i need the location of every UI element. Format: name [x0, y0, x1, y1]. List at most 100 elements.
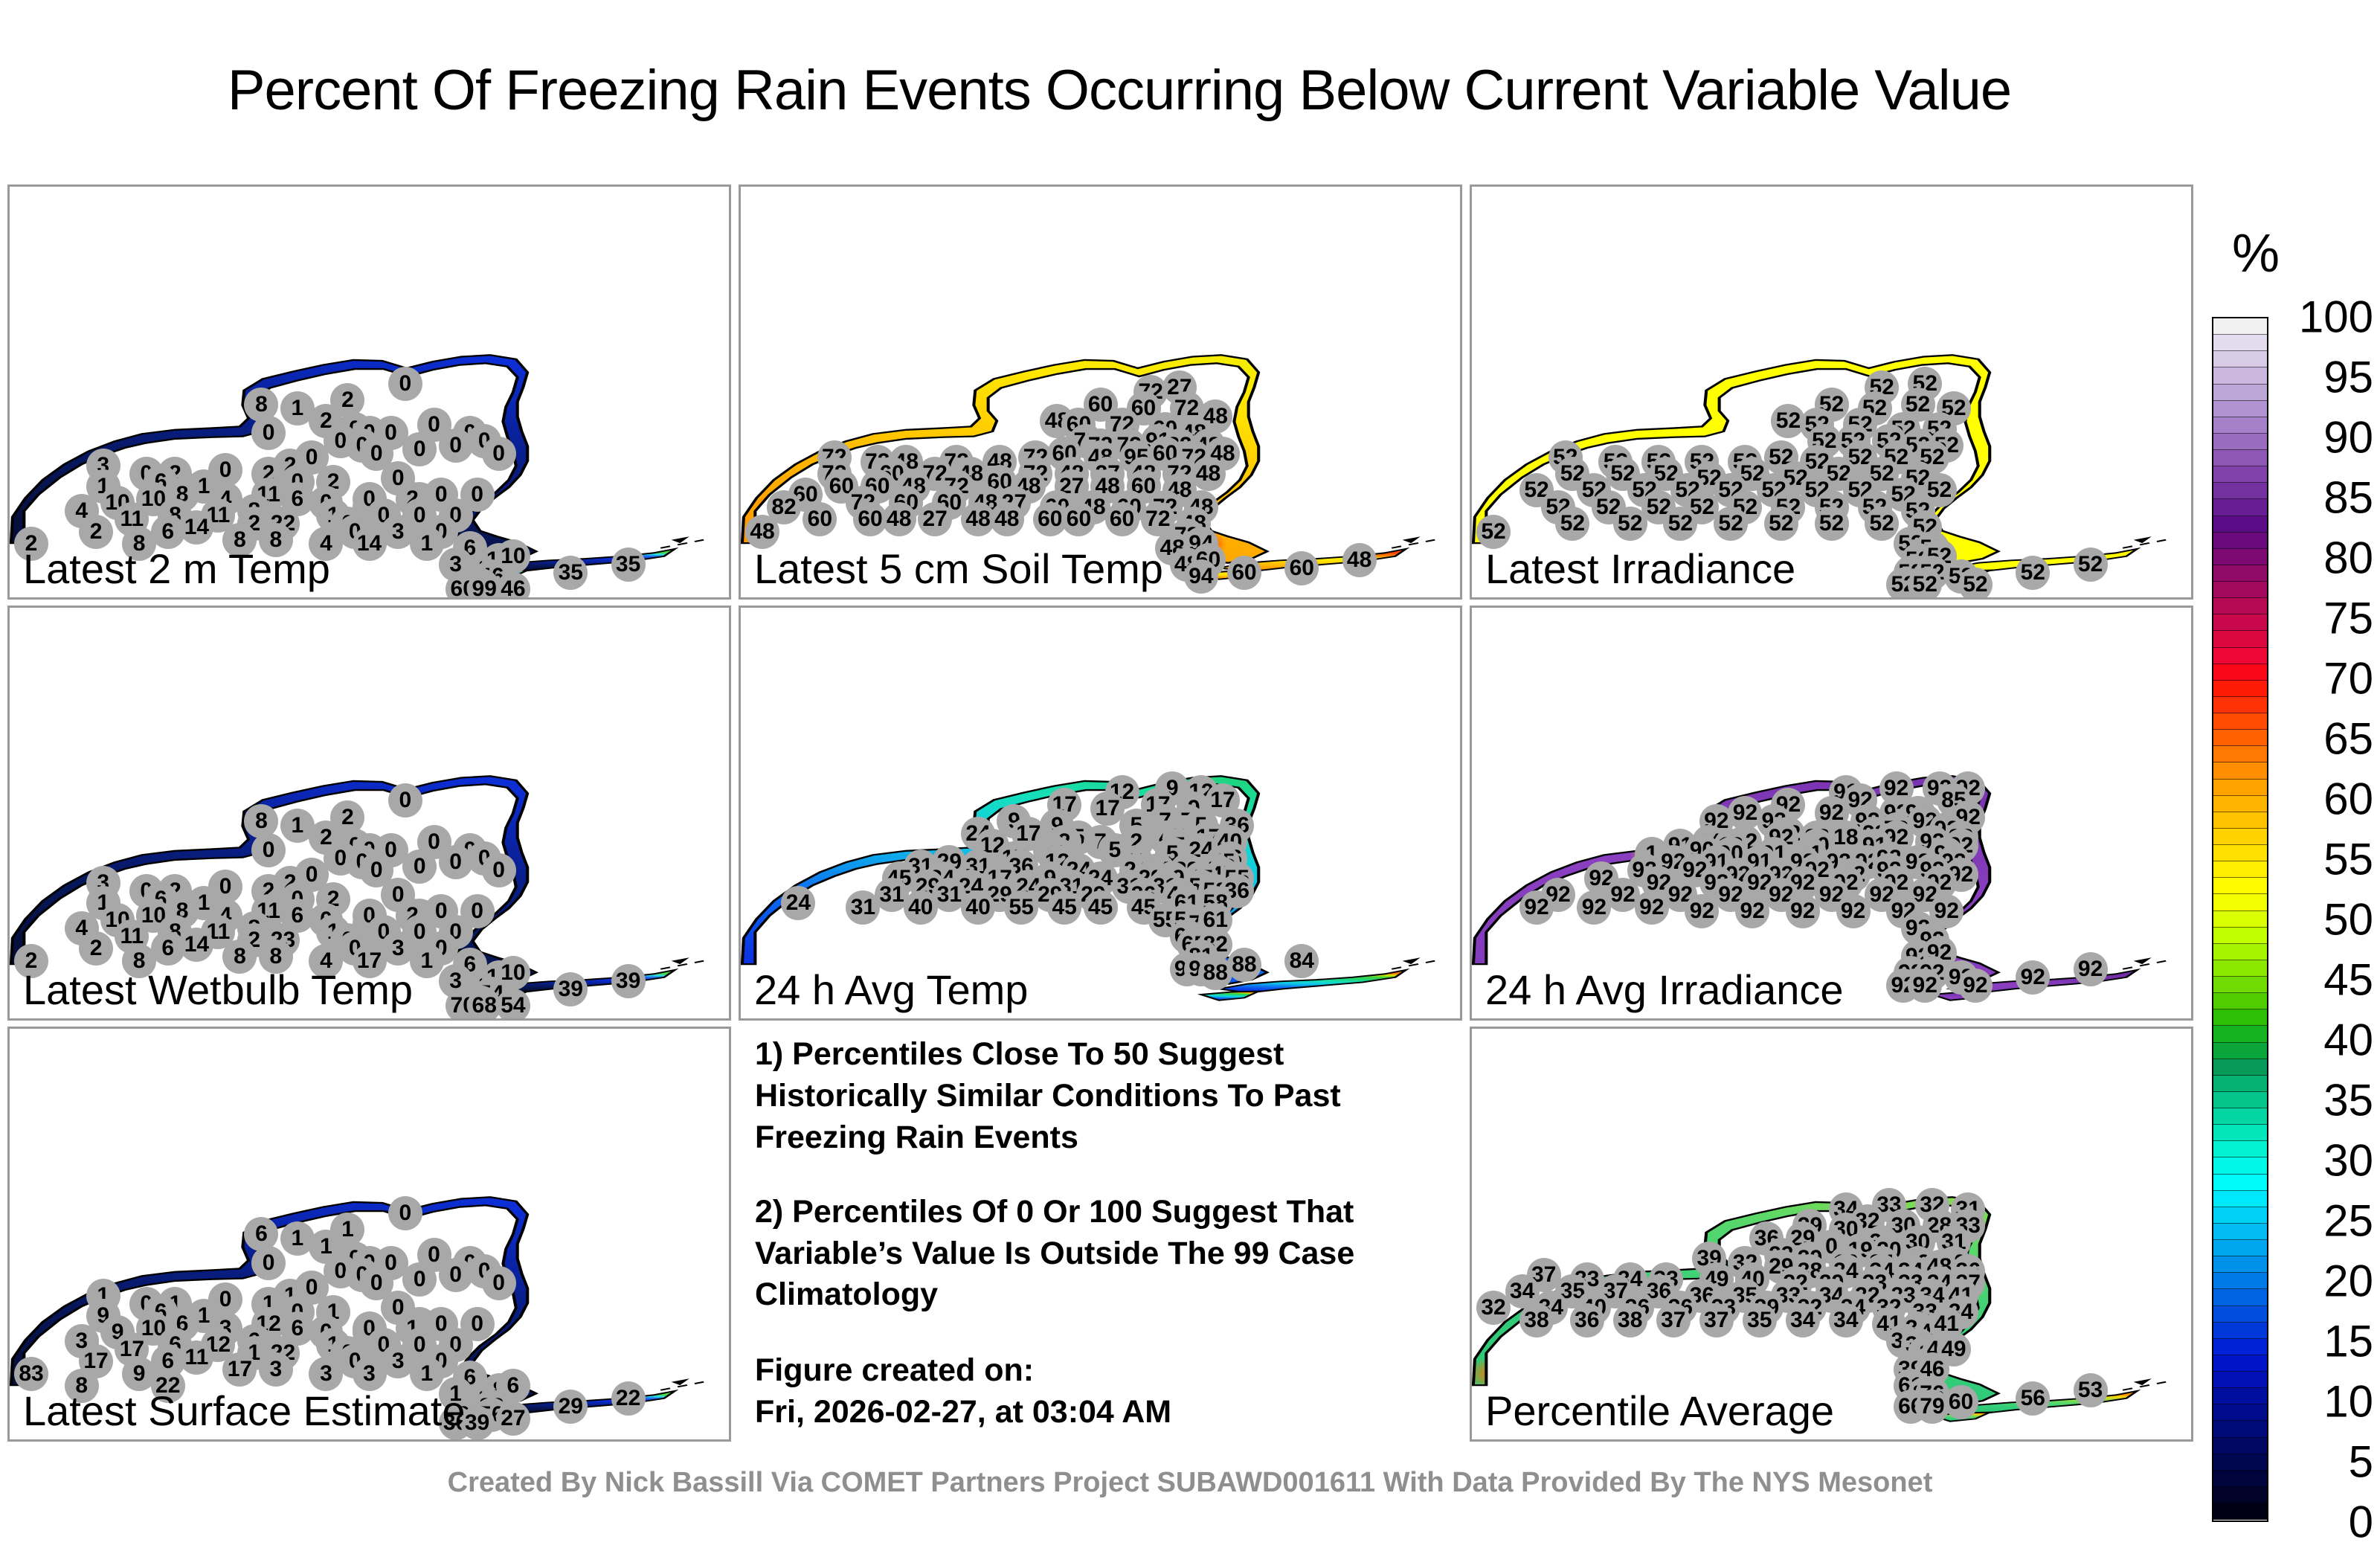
station-marker[interactable]: 52: [1900, 387, 1935, 422]
station-marker[interactable]: 92: [1577, 890, 1612, 925]
station-marker[interactable]: 52: [2016, 555, 2051, 590]
station-marker[interactable]: 92: [1865, 878, 1900, 913]
station-marker[interactable]: 92: [1836, 894, 1871, 929]
station-marker[interactable]: 24: [781, 886, 816, 921]
station-marker[interactable]: 0: [387, 783, 422, 818]
station-marker[interactable]: 60: [1226, 555, 1261, 590]
station-marker[interactable]: 92: [1908, 968, 1943, 1003]
station-marker[interactable]: 8: [64, 1369, 99, 1404]
station-marker[interactable]: 92: [1728, 796, 1763, 830]
station-marker[interactable]: 32: [1476, 1291, 1511, 1326]
station-marker[interactable]: 1: [86, 1278, 120, 1313]
station-marker[interactable]: 3: [381, 514, 416, 549]
station-marker[interactable]: 4: [309, 943, 344, 978]
station-marker[interactable]: 2: [79, 514, 114, 549]
station-marker[interactable]: 52: [1685, 489, 1720, 524]
station-marker[interactable]: 92: [1685, 894, 1720, 929]
station-marker[interactable]: 55: [1004, 890, 1039, 925]
station-marker[interactable]: 1: [409, 943, 444, 978]
station-marker[interactable]: 39: [611, 964, 646, 999]
station-marker[interactable]: 35: [611, 547, 646, 582]
station-marker[interactable]: 22: [611, 1381, 646, 1416]
station-marker[interactable]: 48: [745, 514, 779, 549]
map-panel-percentile-average[interactable]: 3433323132293030283336293130310192023291…: [1470, 1027, 2193, 1442]
station-marker[interactable]: 3: [381, 1344, 416, 1379]
station-marker[interactable]: 4: [309, 527, 344, 562]
station-marker[interactable]: 36: [1569, 1303, 1604, 1337]
station-marker[interactable]: 0: [481, 436, 516, 471]
station-marker[interactable]: 53: [2073, 1372, 2108, 1407]
station-marker[interactable]: 8: [258, 522, 293, 557]
station-marker[interactable]: 79: [1914, 1389, 1949, 1424]
station-marker[interactable]: 92: [1735, 894, 1770, 929]
station-marker[interactable]: 6: [280, 1311, 315, 1346]
station-marker[interactable]: 92: [1843, 783, 1878, 818]
station-marker[interactable]: 60: [1104, 502, 1139, 537]
station-marker[interactable]: 8: [244, 387, 279, 422]
station-marker[interactable]: 92: [1908, 878, 1943, 913]
station-marker[interactable]: 22: [150, 1369, 185, 1404]
station-marker[interactable]: 8: [122, 943, 157, 978]
station-marker[interactable]: 1: [409, 527, 444, 562]
station-marker[interactable]: 31: [932, 878, 967, 913]
station-marker[interactable]: 0: [387, 366, 422, 401]
station-marker[interactable]: 2: [79, 931, 114, 966]
station-marker[interactable]: 0: [373, 1245, 408, 1280]
station-marker[interactable]: 5: [1097, 832, 1132, 867]
station-marker[interactable]: 52: [1908, 568, 1943, 597]
station-marker[interactable]: 14: [179, 927, 214, 962]
station-marker[interactable]: 29: [1763, 1250, 1798, 1285]
station-marker[interactable]: 48: [881, 502, 916, 537]
station-marker[interactable]: 0: [251, 1245, 286, 1280]
station-marker[interactable]: 92: [1584, 861, 1619, 896]
station-marker[interactable]: 0: [481, 1266, 516, 1301]
station-marker[interactable]: 17: [222, 1352, 257, 1387]
station-marker[interactable]: 34: [1785, 1303, 1820, 1337]
station-marker[interactable]: 52: [1555, 506, 1590, 541]
station-marker[interactable]: 3: [258, 1352, 293, 1387]
station-marker[interactable]: 46: [495, 571, 530, 597]
station-marker[interactable]: 0: [438, 1258, 473, 1293]
station-marker[interactable]: 52: [1714, 506, 1749, 541]
station-marker[interactable]: 94: [1183, 559, 1218, 594]
station-marker[interactable]: 29: [553, 1389, 588, 1424]
station-marker[interactable]: 88: [1198, 956, 1233, 991]
station-marker[interactable]: 84: [1284, 943, 1319, 978]
station-marker[interactable]: 48: [961, 502, 996, 537]
station-marker[interactable]: 6: [244, 1217, 279, 1251]
station-marker[interactable]: 0: [387, 1196, 422, 1231]
station-marker[interactable]: 3: [381, 931, 416, 966]
station-marker[interactable]: 37: [1699, 1303, 1734, 1337]
station-marker[interactable]: 17: [79, 1344, 114, 1379]
station-marker[interactable]: 45: [1083, 890, 1118, 925]
station-marker[interactable]: 92: [2016, 960, 2051, 995]
station-marker[interactable]: 6: [150, 514, 185, 549]
station-marker[interactable]: 68: [467, 989, 502, 1018]
station-marker[interactable]: 0: [251, 416, 286, 451]
station-marker[interactable]: 83: [14, 1356, 48, 1391]
station-marker[interactable]: 60: [1284, 551, 1319, 586]
map-panel-24h-avg-irradiance[interactable]: 9192929292859292929292929292929292929292…: [1470, 606, 2193, 1021]
station-marker[interactable]: 52: [1771, 403, 1806, 438]
station-marker[interactable]: 92: [1663, 878, 1698, 913]
map-panel-latest-surface-estimate[interactable]: 1110116000000000000001010119610106109312…: [7, 1027, 731, 1442]
station-marker[interactable]: 72: [1140, 502, 1175, 537]
map-panel-latest-2m-temp[interactable]: 1120128000000000000003020221610208101041…: [7, 184, 731, 600]
station-marker[interactable]: 3: [352, 1356, 387, 1391]
station-marker[interactable]: 38: [1612, 1303, 1647, 1337]
station-marker[interactable]: 11: [179, 1340, 214, 1375]
station-marker[interactable]: 40: [903, 890, 938, 925]
station-marker[interactable]: 34: [1828, 1303, 1863, 1337]
station-marker[interactable]: 52: [1922, 473, 1957, 508]
station-marker[interactable]: 0: [402, 432, 437, 467]
station-marker[interactable]: 92: [1785, 865, 1820, 900]
station-marker[interactable]: 6: [150, 931, 185, 966]
station-marker[interactable]: 38: [1519, 1303, 1554, 1337]
station-marker[interactable]: 45: [1047, 890, 1082, 925]
station-marker[interactable]: 92: [1763, 878, 1798, 913]
station-marker[interactable]: 8: [222, 522, 257, 557]
station-marker[interactable]: 92: [1606, 878, 1641, 913]
station-marker[interactable]: 92: [1634, 890, 1669, 925]
station-marker[interactable]: 2: [14, 527, 48, 562]
station-marker[interactable]: 92: [1785, 894, 1820, 929]
